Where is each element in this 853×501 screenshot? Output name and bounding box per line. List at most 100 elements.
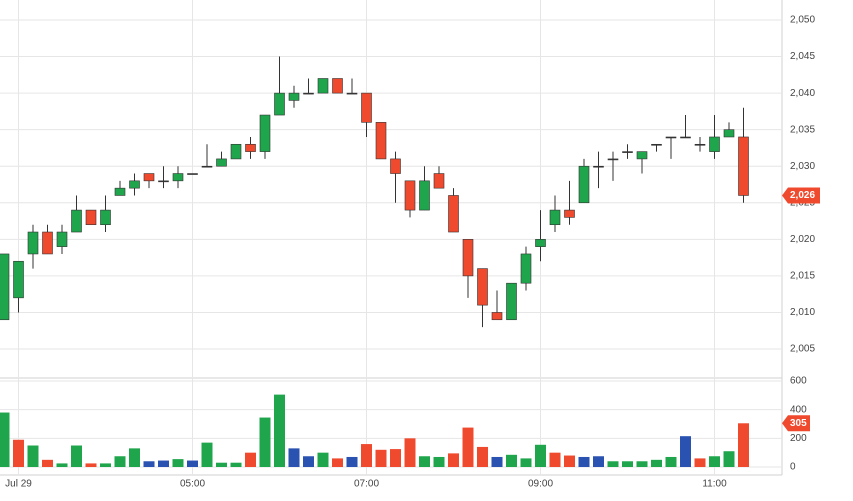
volume-bar: [723, 451, 735, 467]
volume-bar: [535, 444, 546, 467]
volume-bar: [245, 452, 256, 467]
candle-body: [665, 136, 677, 139]
x-tick-label: 09:00: [528, 479, 553, 490]
volume-bar: [622, 461, 633, 467]
candle-body: [114, 187, 126, 196]
y-tick-label: 2,035: [790, 124, 815, 135]
volume-bar: [564, 455, 575, 467]
candle-body: [694, 143, 706, 146]
candle-body: [506, 282, 517, 321]
price-marker-label: 2,026: [790, 190, 815, 201]
candle-body: [593, 165, 604, 168]
volume-bar: [607, 461, 619, 467]
candle-body: [419, 180, 430, 211]
candle-body: [85, 209, 97, 226]
volume-bar: [680, 436, 691, 467]
candle-body: [230, 143, 242, 160]
volume-tick-label: 0: [790, 462, 796, 473]
candle-body: [201, 165, 213, 168]
volume-bar: [42, 459, 53, 467]
volume-bar: [216, 462, 227, 467]
candle-body: [535, 239, 546, 247]
y-tick-label: 2,045: [790, 51, 815, 62]
candle-body: [636, 151, 648, 160]
volume-bar: [129, 448, 140, 467]
candle-body: [491, 312, 503, 321]
candle-body: [477, 268, 488, 306]
candle-body: [158, 180, 169, 183]
volume-bar: [187, 460, 198, 467]
volume-bar: [738, 423, 749, 467]
candle-body: [27, 231, 39, 255]
volume-bar: [303, 456, 314, 467]
candle-body: [462, 239, 474, 277]
x-tick-label: Jul 29: [5, 479, 32, 490]
candle-body: [361, 92, 372, 123]
volume-bar: [71, 445, 82, 467]
volume-tick-label: 600: [790, 376, 807, 387]
volume-bar: [13, 439, 24, 467]
candle-body: [245, 143, 256, 152]
volume-bar: [27, 445, 39, 467]
x-tick-label: 11:00: [702, 479, 727, 490]
volume-bar: [390, 449, 401, 467]
candle-body: [42, 231, 53, 255]
candle-body: [332, 78, 343, 94]
candle-body: [404, 180, 416, 211]
volume-bar: [651, 459, 662, 467]
x-tick-label: 05:00: [180, 479, 205, 490]
candle-body: [390, 158, 401, 174]
volume-bar: [593, 456, 604, 467]
candle-body: [651, 143, 662, 146]
volume-bar: [419, 456, 430, 467]
volume-bar: [0, 412, 10, 467]
candle-body: [71, 209, 82, 233]
volume-bar: [636, 461, 648, 467]
volume-bar: [85, 463, 97, 467]
volume-marker-tag: [782, 415, 810, 432]
volume-tick-label: 200: [790, 433, 807, 444]
y-tick-label: 2,005: [790, 344, 815, 355]
candle-body: [172, 173, 184, 182]
volume-bar: [665, 456, 677, 467]
candle-body: [143, 173, 155, 182]
volume-bar: [332, 458, 343, 467]
candle-body: [564, 209, 575, 218]
candle-body: [375, 122, 387, 160]
candle-body: [723, 129, 735, 138]
candle-body: [216, 158, 227, 167]
volume-bar: [100, 463, 111, 467]
candle-body: [100, 209, 111, 226]
candle-body: [709, 136, 720, 152]
volume-bar: [375, 449, 387, 467]
x-tick-label: 07:00: [354, 479, 379, 490]
volume-marker-label: 305: [790, 418, 807, 429]
candle-body: [303, 92, 314, 95]
volume-bar: [346, 456, 358, 467]
y-tick-label: 2,050: [790, 15, 815, 26]
price-marker-tag: [782, 187, 820, 204]
volume-bar: [114, 456, 126, 467]
volume-bar: [462, 427, 474, 467]
candle-body: [578, 165, 590, 204]
volume-bar: [433, 456, 445, 467]
volume-bar: [259, 417, 271, 467]
volume-bar: [549, 452, 561, 467]
candle-body: [0, 253, 10, 321]
volume-bar: [230, 462, 242, 467]
candle-body: [259, 114, 271, 152]
candle-body: [680, 136, 691, 139]
volume-tick-label: 400: [790, 404, 807, 415]
volume-bar: [709, 456, 720, 467]
volume-bar: [288, 448, 300, 467]
candle-body: [738, 136, 749, 196]
volume-bar: [143, 461, 155, 467]
volume-bar: [361, 444, 372, 467]
candle-body: [607, 158, 619, 161]
y-tick-label: 2,030: [790, 161, 815, 172]
volume-bar: [158, 460, 169, 467]
candle-body: [274, 92, 285, 116]
candle-body: [129, 180, 140, 189]
y-tick-label: 2,015: [790, 271, 815, 282]
